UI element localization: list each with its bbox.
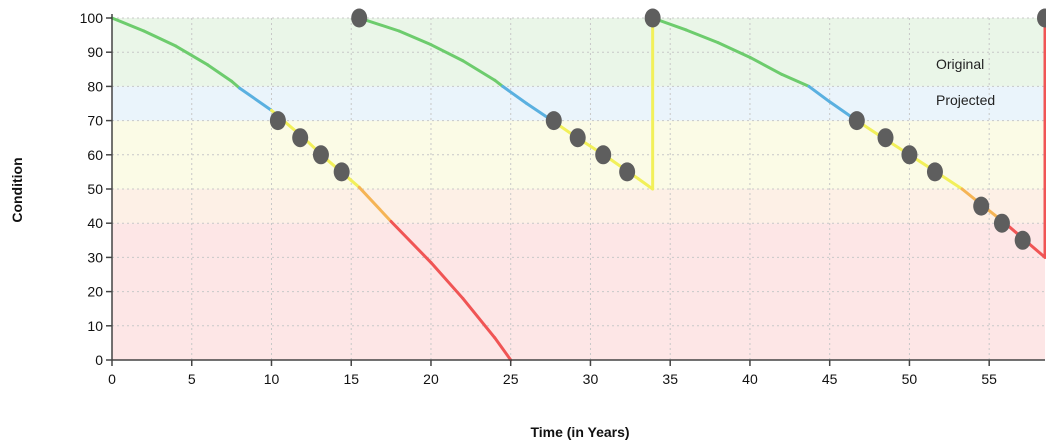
axes	[111, 14, 1045, 361]
x-tick-label-25: 25	[503, 371, 519, 387]
segment	[461, 59, 497, 82]
tick-labels: 0 10 20 30 40 50 60 70 80 90 100 0 5 10 15 20 25 30 35 40 45…	[80, 10, 998, 387]
segment	[429, 43, 465, 63]
segment	[142, 29, 178, 48]
marker-3[interactable]	[333, 162, 350, 182]
segment	[206, 63, 234, 83]
marker-11[interactable]	[877, 128, 894, 148]
segment	[230, 79, 242, 90]
segment	[780, 72, 811, 88]
y-tick-label-100: 100	[80, 10, 104, 26]
marker-1[interactable]	[292, 128, 309, 148]
segment	[1027, 242, 1046, 259]
y-tick-label-60: 60	[87, 147, 103, 163]
marker-17[interactable]	[1037, 8, 1046, 28]
segment	[939, 173, 964, 191]
marker-2[interactable]	[312, 145, 329, 165]
band-1	[112, 189, 1045, 224]
x-tick-label-45: 45	[822, 371, 838, 387]
y-tick-label-70: 70	[87, 113, 103, 129]
segment	[357, 185, 393, 223]
marker-12[interactable]	[901, 145, 918, 165]
x-axis-title: Time (in Years)	[530, 424, 629, 440]
segment	[807, 84, 832, 104]
segment	[397, 29, 433, 47]
x-tick-label-20: 20	[423, 371, 439, 387]
segment	[684, 28, 720, 45]
marker-13[interactable]	[926, 162, 943, 182]
x-tick-label-30: 30	[583, 371, 599, 387]
segment	[389, 219, 433, 265]
x-tick-label-5: 5	[188, 371, 196, 387]
y-tick-label-0: 0	[95, 352, 103, 368]
y-tick-label-20: 20	[87, 284, 103, 300]
y-tick-label-30: 30	[87, 249, 103, 265]
marker-16[interactable]	[1014, 230, 1031, 250]
band-3	[112, 86, 1045, 121]
segment	[636, 177, 655, 191]
x-tick-label-10: 10	[264, 371, 280, 387]
segment	[716, 41, 752, 59]
segment	[110, 16, 146, 33]
x-tick-label-0: 0	[108, 371, 116, 387]
marker-9[interactable]	[644, 8, 661, 28]
marker-10[interactable]	[848, 111, 865, 131]
segment	[238, 86, 273, 112]
y-axis-title: Condition	[9, 157, 25, 222]
y-tick-label-90: 90	[87, 44, 103, 60]
marker-8[interactable]	[619, 162, 636, 182]
x-tick-label-50: 50	[902, 371, 918, 387]
marker-7[interactable]	[595, 145, 612, 165]
marker-6[interactable]	[569, 128, 586, 148]
segment	[174, 44, 210, 67]
segment	[461, 296, 497, 340]
x-tick-label-40: 40	[742, 371, 758, 387]
marker-15[interactable]	[993, 213, 1010, 233]
marker-5[interactable]	[545, 111, 562, 131]
data-markers	[269, 8, 1046, 250]
legend-projected[interactable]: Projected	[936, 92, 995, 108]
y-tick-label-10: 10	[87, 318, 103, 334]
segment	[748, 55, 784, 76]
y-tick-label-50: 50	[87, 181, 103, 197]
segment	[429, 261, 465, 300]
marker-4[interactable]	[351, 8, 368, 28]
y-tick-label-40: 40	[87, 215, 103, 231]
legend-original[interactable]: Original	[936, 56, 984, 72]
segment	[493, 336, 513, 362]
y-tick-label-80: 80	[87, 78, 103, 94]
x-tick-label-55: 55	[981, 371, 997, 387]
grid-lines	[112, 17, 1045, 360]
x-tick-label-35: 35	[662, 371, 678, 387]
segment	[493, 78, 505, 88]
segment	[349, 178, 361, 189]
x-tick-label-15: 15	[343, 371, 359, 387]
marker-14[interactable]	[973, 196, 990, 216]
segment	[501, 84, 529, 105]
marker-0[interactable]	[269, 111, 286, 131]
